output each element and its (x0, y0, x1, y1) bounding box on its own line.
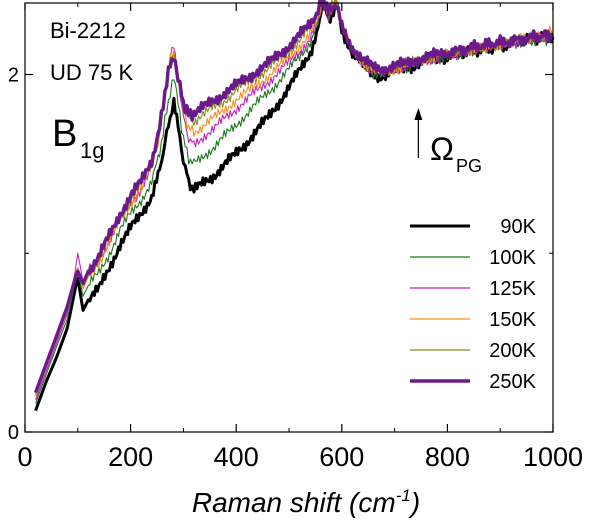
pseudogap-sub: PG (456, 156, 482, 176)
x-tick-label: 800 (425, 442, 470, 472)
series-layer (34, 0, 555, 412)
x-tick-label: 0 (17, 442, 32, 472)
symmetry-label: B 1g (52, 113, 104, 163)
symmetry-main: B (52, 113, 77, 155)
y-tick-label: 2 (8, 65, 19, 87)
x-axis-title-sup: -1 (396, 486, 411, 505)
x-tick-label: 1000 (523, 442, 583, 472)
legend-label-100K: 100K (489, 247, 536, 269)
symmetry-sub: 1g (80, 138, 104, 163)
series-line-250K (34, 0, 554, 394)
x-axis-title-main: Raman shift (cm (192, 487, 396, 518)
x-tick-label: 200 (108, 442, 153, 472)
legend-label-125K: 125K (489, 278, 536, 300)
sample-label: Bi-2212 (50, 18, 126, 43)
legend-label-250K: 250K (489, 371, 536, 393)
legend-label-150K: 150K (489, 309, 536, 331)
x-axis-title: Raman shift (cm-1) (192, 486, 420, 518)
pseudogap-marker: Ω PG (414, 108, 482, 176)
doping-label: UD 75 K (50, 60, 133, 85)
y-tick-label: 0 (8, 422, 19, 444)
pseudogap-arrowhead (414, 108, 423, 120)
legend-label-90K: 90K (500, 216, 536, 238)
pseudogap-symbol: Ω (430, 131, 454, 167)
legend-label-200K: 200K (489, 340, 536, 362)
ticks-layer: 0 200 400 600 800 1000 0 2 (8, 3, 583, 472)
x-tick-label: 600 (319, 442, 364, 472)
x-axis-title-end: ) (408, 487, 420, 518)
legend: 90K 100K 125K 150K 200K 250K (410, 216, 537, 393)
x-tick-label: 400 (214, 442, 259, 472)
